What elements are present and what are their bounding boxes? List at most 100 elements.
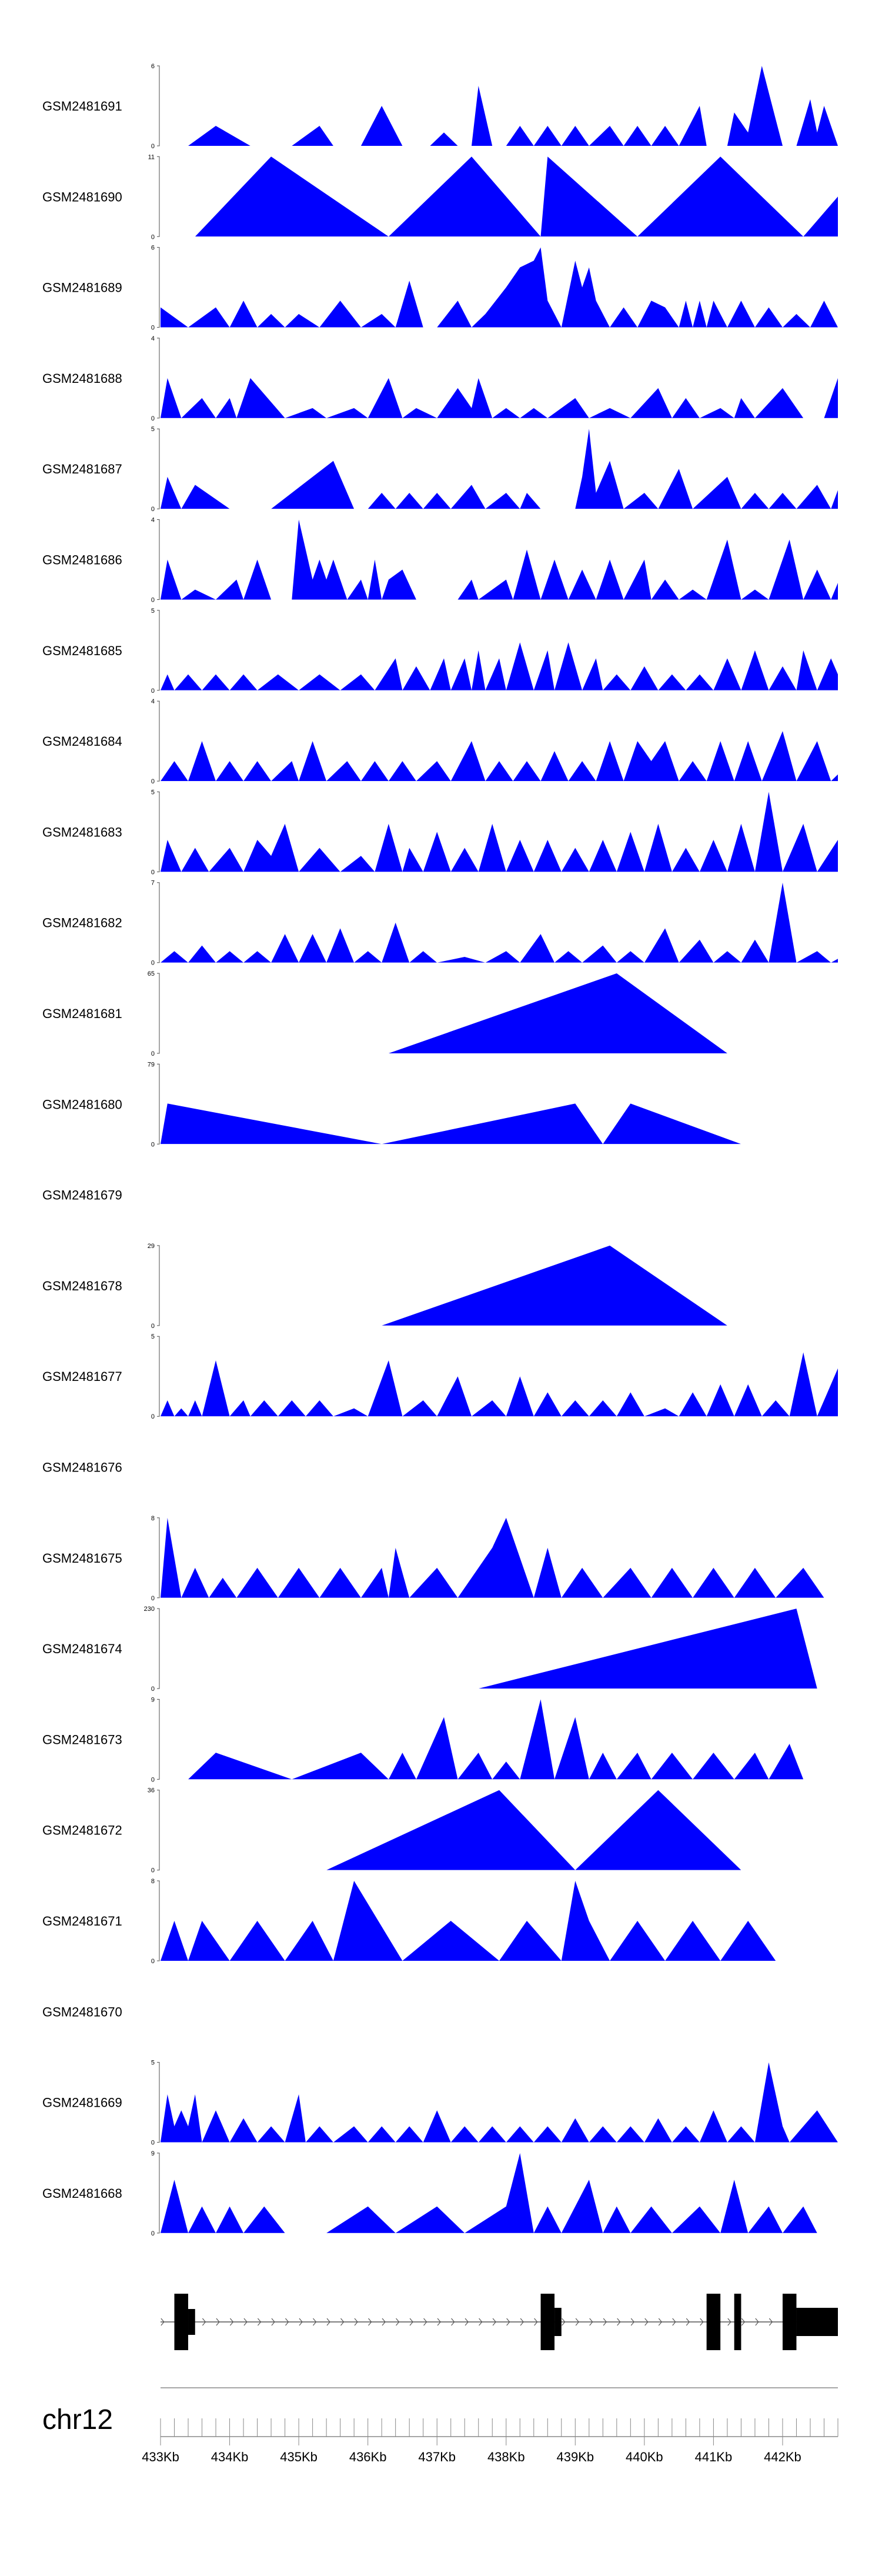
y-max-label: 6 xyxy=(151,245,155,252)
exon xyxy=(540,2294,555,2350)
tick-label: 440Kb xyxy=(626,2450,663,2464)
chromosome-label: chr12 xyxy=(42,2404,113,2435)
y-axis xyxy=(157,2062,160,2143)
y-max-label: 5 xyxy=(151,789,155,796)
strand-arrow xyxy=(340,2318,345,2326)
signal-area xyxy=(188,1699,804,1780)
strand-arrow xyxy=(769,2318,773,2326)
signal-area xyxy=(161,429,838,509)
track: GSM2481678 29 0 xyxy=(42,1243,727,1330)
track: GSM2481689 6 0 xyxy=(42,245,838,332)
strand-arrow xyxy=(161,2318,165,2326)
y-axis xyxy=(157,1699,160,1780)
y-min-label: 0 xyxy=(151,1958,155,1965)
strand-arrow xyxy=(299,2318,303,2326)
track-label: GSM2481680 xyxy=(42,1097,122,1112)
track: GSM2481675 8 0 xyxy=(42,1515,824,1602)
strand-arrow xyxy=(382,2318,386,2326)
track: GSM2481672 36 0 xyxy=(42,1787,741,1874)
signal-area xyxy=(382,1245,727,1326)
signal-area xyxy=(388,973,727,1053)
strand-arrow xyxy=(243,2318,248,2326)
y-axis xyxy=(157,791,160,872)
track: GSM2481685 5 0 xyxy=(42,608,838,695)
signal-area xyxy=(161,882,838,963)
exon xyxy=(782,2294,797,2350)
track: GSM2481681 65 0 xyxy=(42,970,727,1057)
strand-arrow xyxy=(672,2318,676,2326)
track: GSM2481690 11 0 xyxy=(42,154,838,241)
exon xyxy=(796,2308,838,2336)
y-max-label: 6 xyxy=(151,63,155,70)
strand-arrow xyxy=(741,2318,746,2326)
strand-arrow xyxy=(492,2318,496,2326)
y-min-label: 0 xyxy=(151,143,155,150)
track: GSM2481670 xyxy=(42,2004,122,2019)
y-axis xyxy=(157,247,160,328)
signal-area xyxy=(478,1609,817,1689)
y-max-label: 5 xyxy=(151,1333,155,1340)
y-axis xyxy=(157,1245,160,1326)
y-min-label: 0 xyxy=(151,1595,155,1602)
tick-label: 439Kb xyxy=(556,2450,594,2464)
strand-arrow xyxy=(216,2318,220,2326)
y-min-label: 0 xyxy=(151,778,155,785)
y-max-label: 230 xyxy=(144,1606,155,1613)
y-min-label: 0 xyxy=(151,1050,155,1057)
y-min-label: 0 xyxy=(151,506,155,513)
tick-label: 435Kb xyxy=(280,2450,318,2464)
track-label: GSM2481683 xyxy=(42,825,122,839)
strand-arrow xyxy=(396,2318,400,2326)
track: GSM2481676 xyxy=(42,1460,122,1475)
tick-label: 436Kb xyxy=(349,2450,387,2464)
track: GSM2481688 4 0 xyxy=(42,335,838,422)
y-min-label: 0 xyxy=(151,1413,155,1420)
y-max-label: 65 xyxy=(148,970,155,977)
track-label: GSM2481686 xyxy=(42,553,122,568)
strand-arrow xyxy=(257,2318,262,2326)
y-max-label: 9 xyxy=(151,2150,155,2157)
track-label: GSM2481689 xyxy=(42,281,122,295)
exon xyxy=(174,2294,189,2350)
strand-arrow xyxy=(562,2318,566,2326)
y-max-label: 11 xyxy=(148,154,155,161)
track-label: GSM2481677 xyxy=(42,1369,122,1384)
y-axis xyxy=(157,519,160,600)
track-label: GSM2481682 xyxy=(42,916,122,930)
strand-arrow xyxy=(451,2318,455,2326)
strand-arrow xyxy=(575,2318,579,2326)
y-max-label: 4 xyxy=(151,517,155,524)
strand-arrow xyxy=(479,2318,483,2326)
track-label: GSM2481690 xyxy=(42,189,122,204)
track-label: GSM2481681 xyxy=(42,1006,122,1021)
track-label: GSM2481669 xyxy=(42,2095,122,2110)
y-axis xyxy=(157,65,160,146)
strand-arrow xyxy=(644,2318,649,2326)
y-min-label: 0 xyxy=(151,1776,155,1783)
strand-arrow xyxy=(437,2318,441,2326)
track-label: GSM2481670 xyxy=(42,2004,122,2019)
signal-area xyxy=(161,519,838,600)
strand-arrow xyxy=(409,2318,413,2326)
track-label: GSM2481676 xyxy=(42,1460,122,1475)
y-max-label: 9 xyxy=(151,1696,155,1703)
strand-arrow xyxy=(658,2318,663,2326)
track: GSM2481671 8 0 xyxy=(42,1878,776,1965)
y-min-label: 0 xyxy=(151,597,155,604)
strand-arrow xyxy=(465,2318,469,2326)
y-axis xyxy=(157,1063,160,1144)
exon xyxy=(554,2308,562,2336)
y-min-label: 0 xyxy=(151,415,155,422)
strand-arrow xyxy=(755,2318,759,2326)
strand-arrow xyxy=(506,2318,510,2326)
y-min-label: 0 xyxy=(151,688,155,695)
gene-model-track xyxy=(161,2294,838,2350)
track-label: GSM2481675 xyxy=(42,1551,122,1566)
strand-arrow xyxy=(202,2318,206,2326)
tick-label: 437Kb xyxy=(418,2450,456,2464)
y-max-label: 79 xyxy=(148,1061,155,1068)
strand-arrow xyxy=(700,2318,704,2326)
strand-arrow xyxy=(603,2318,607,2326)
signal-area xyxy=(161,2062,838,2143)
track-label: GSM2481678 xyxy=(42,1279,122,1293)
